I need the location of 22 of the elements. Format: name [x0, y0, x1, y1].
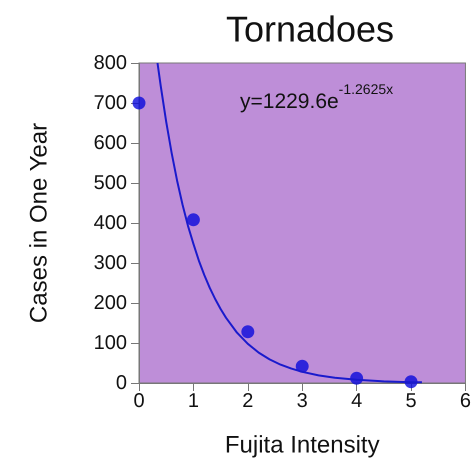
point [241, 325, 254, 338]
x-axis-title: Fujita Intensity [224, 432, 380, 458]
x-tick-label: 3 [296, 390, 308, 412]
y-tick-label: 400 [94, 212, 127, 234]
x-tick-label: 4 [351, 390, 362, 412]
y-tick-label: 300 [94, 252, 127, 274]
x-tick-label: 5 [405, 390, 417, 412]
y-axis-title: Cases in One Year [26, 122, 52, 324]
y-tick-label: 500 [94, 172, 127, 194]
x-tick-label: 6 [460, 390, 471, 412]
x-tick-label: 0 [133, 390, 145, 412]
point [132, 96, 146, 110]
chart-title: Tornadoes [226, 8, 394, 50]
y-tick-label: 100 [94, 332, 127, 354]
y-tick-label: 0 [116, 372, 127, 394]
x-tick-label: 1 [188, 390, 199, 412]
y-tick-label: 200 [94, 292, 127, 314]
point [186, 213, 200, 226]
x-tick-label: 2 [242, 390, 254, 412]
y-tick-label: 600 [94, 132, 127, 154]
y-tick-label: 800 [94, 52, 127, 74]
y-tick-label: 700 [94, 92, 127, 114]
